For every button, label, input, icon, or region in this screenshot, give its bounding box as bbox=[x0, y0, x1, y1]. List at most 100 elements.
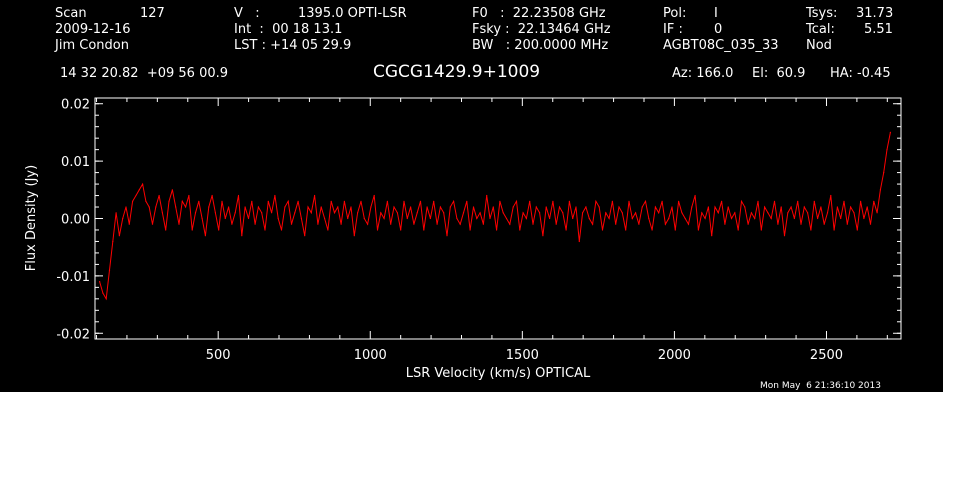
spectrum-point bbox=[185, 206, 187, 208]
spectrum-point bbox=[267, 200, 269, 202]
tsys-value: 31.73 bbox=[856, 6, 894, 21]
spectrum-point bbox=[767, 212, 769, 214]
spectrum-point bbox=[466, 200, 468, 202]
spectrum-point bbox=[165, 229, 167, 231]
spectrum-point bbox=[194, 212, 197, 214]
spectrum-point bbox=[608, 217, 610, 220]
spectrum-point bbox=[783, 235, 786, 237]
elevation: El: 60.9 bbox=[752, 66, 806, 81]
spectrum-point bbox=[337, 206, 339, 208]
spectrum-point bbox=[750, 212, 753, 214]
y-tick-label: -0.02 bbox=[56, 327, 90, 342]
spectrum-point bbox=[625, 229, 627, 231]
spectrum-point bbox=[271, 212, 273, 214]
spectrum-point bbox=[592, 223, 594, 225]
spectrum-point bbox=[866, 206, 868, 208]
spectrum-point bbox=[237, 194, 240, 197]
spectrum-point bbox=[615, 223, 617, 225]
spectrum-point bbox=[740, 200, 743, 202]
scan-label: Scan bbox=[55, 6, 87, 21]
spectrum-point bbox=[856, 229, 858, 231]
spectrum-point bbox=[115, 212, 117, 214]
spectrum-point bbox=[635, 212, 637, 214]
spectrum-point bbox=[459, 223, 461, 225]
plot-panel: Scan 127 2009-12-16 Jim Condon V : 1395.… bbox=[0, 0, 943, 392]
spectrum-point bbox=[701, 212, 703, 214]
sky-frequency: Fsky : 22.13464 GHz bbox=[472, 22, 611, 37]
spectrum-point bbox=[598, 206, 600, 208]
spectrum-point bbox=[383, 217, 385, 220]
spectrum-point bbox=[201, 217, 203, 220]
obs-date: 2009-12-16 bbox=[55, 22, 131, 37]
spectrum-point bbox=[651, 229, 653, 231]
spectrum-point bbox=[277, 217, 279, 220]
spectrum-point bbox=[542, 235, 544, 237]
spectrum-point bbox=[830, 194, 832, 197]
spectrum-point bbox=[562, 212, 564, 214]
spectrum-point bbox=[327, 229, 329, 231]
spectrum-point bbox=[280, 229, 283, 231]
spectrum-point bbox=[807, 212, 809, 214]
spectrum-point bbox=[472, 206, 475, 208]
spectrum-point bbox=[360, 200, 362, 202]
spectrum-point bbox=[721, 200, 723, 202]
spectrum-point bbox=[122, 217, 124, 220]
spectrum-point bbox=[181, 200, 183, 202]
spectrum-point bbox=[343, 200, 345, 202]
spectrum-point bbox=[128, 223, 130, 225]
spectrum-point bbox=[787, 212, 789, 214]
spectrum-point bbox=[228, 206, 230, 208]
spectrum-point bbox=[724, 223, 726, 225]
spectrum-point bbox=[595, 200, 597, 202]
observer-name: Jim Condon bbox=[55, 38, 129, 53]
spectrum-point bbox=[261, 212, 263, 214]
spectrum-point bbox=[151, 223, 154, 225]
spectrum-point bbox=[118, 235, 120, 237]
spectrum-point bbox=[290, 223, 293, 225]
spectrum-point bbox=[175, 206, 177, 208]
spectrum-point bbox=[813, 200, 815, 202]
spectrum-point bbox=[406, 217, 408, 220]
spectrum-point bbox=[257, 206, 259, 208]
spectrum-point bbox=[142, 183, 144, 185]
spectrum-point bbox=[317, 223, 319, 225]
plot-timestamp: Mon May 6 21:36:10 2013 bbox=[760, 381, 881, 391]
spectrum-point bbox=[390, 223, 392, 225]
y-tick-label: -0.01 bbox=[56, 270, 90, 285]
spectrum-point bbox=[244, 206, 246, 208]
spectrum-point bbox=[158, 194, 160, 197]
spectrum-point bbox=[188, 194, 190, 197]
spectrum-point bbox=[380, 212, 382, 214]
spectrum-point bbox=[214, 212, 216, 214]
spectrum-point bbox=[400, 229, 402, 231]
spectrum-point bbox=[744, 206, 746, 208]
spectrum-point bbox=[274, 194, 276, 197]
spectrum-point bbox=[549, 217, 551, 220]
spectrum-point bbox=[178, 223, 180, 225]
spectrum-point bbox=[565, 229, 567, 231]
if-label: IF : bbox=[663, 22, 683, 37]
spectrum-point bbox=[668, 217, 670, 220]
spectrum-point bbox=[218, 229, 220, 231]
spectrum-point bbox=[234, 212, 236, 214]
spectrum-point bbox=[515, 200, 518, 202]
spectrum-point bbox=[661, 200, 663, 202]
spectrum-point bbox=[687, 223, 690, 225]
spectrum-chart: 500 1000 1500 2000 2500 -0.02 -0.01 0.00 0.01 0.0… bbox=[24, 97, 902, 381]
spectrum-point bbox=[482, 223, 484, 225]
spectrum-point bbox=[191, 229, 193, 231]
spectrum-point bbox=[575, 206, 577, 208]
spectrum-point bbox=[171, 189, 173, 191]
spectrum-point bbox=[545, 206, 547, 208]
spectrum-point bbox=[433, 200, 435, 202]
chart-title: CGCG1429.9+1009 bbox=[373, 62, 541, 82]
spectrum-point bbox=[439, 206, 441, 208]
spectrum-point bbox=[396, 212, 398, 214]
spectrum-point bbox=[641, 206, 643, 208]
spectrum-point bbox=[714, 206, 716, 208]
spectrum-point bbox=[853, 212, 855, 214]
spectrum-point bbox=[780, 206, 782, 208]
spectrum-point bbox=[840, 217, 842, 220]
spectrum-point bbox=[410, 206, 412, 208]
spectrum-point bbox=[572, 217, 574, 220]
